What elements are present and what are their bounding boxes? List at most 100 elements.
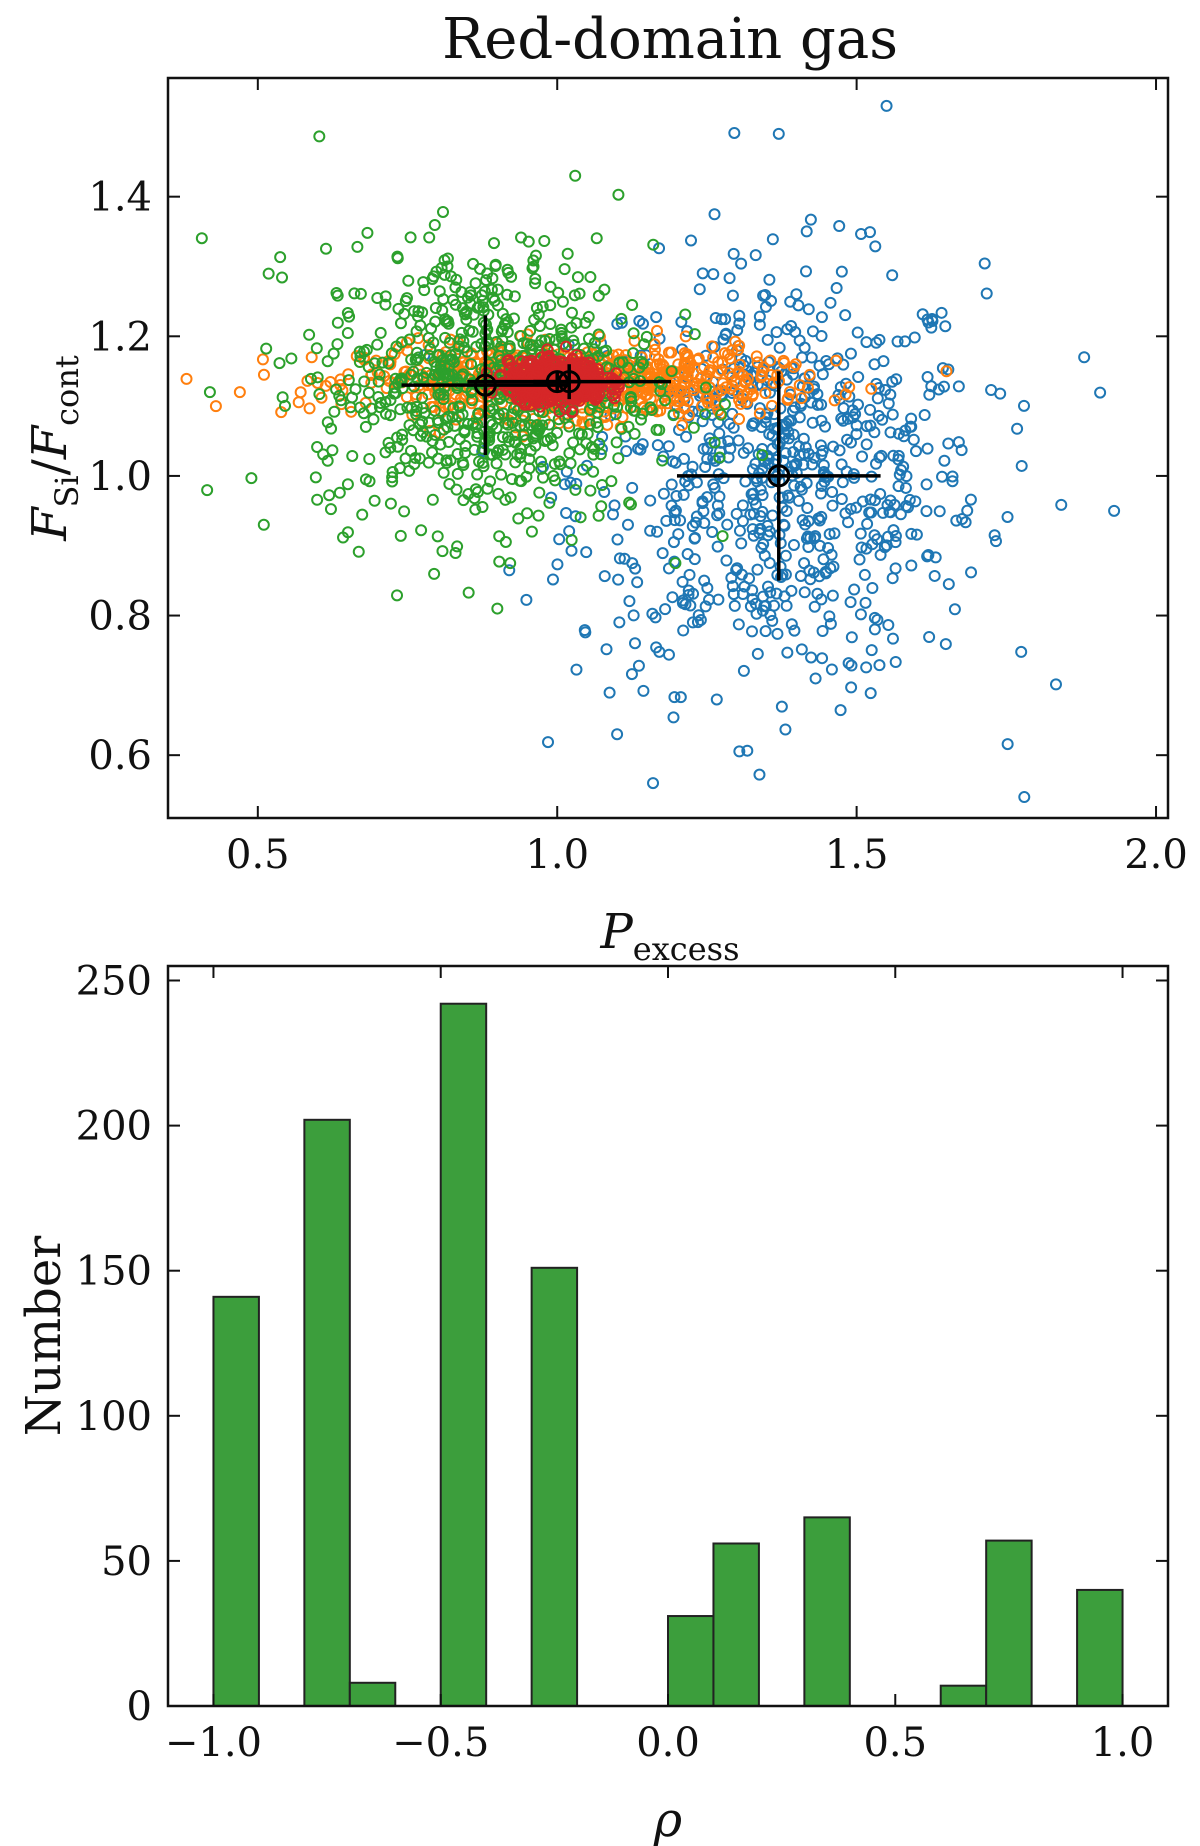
point-blue: [649, 611, 662, 624]
point-blue: [626, 481, 639, 494]
point-green: [319, 242, 332, 255]
point-blue: [632, 659, 645, 672]
point-blue: [873, 451, 886, 464]
point-blue: [802, 515, 815, 528]
x-tick-label: 0.5: [226, 832, 290, 878]
point-blue: [946, 475, 959, 488]
point-orange: [400, 336, 413, 349]
point-blue: [697, 505, 710, 518]
point-green: [485, 283, 498, 296]
point-green: [311, 493, 324, 506]
point-blue: [763, 273, 776, 286]
point-blue: [674, 691, 687, 704]
point-green: [431, 530, 444, 543]
point-blue: [611, 728, 624, 741]
point-red: [511, 393, 524, 406]
point-green: [635, 355, 648, 368]
point-blue: [743, 572, 756, 585]
point-blue: [726, 289, 739, 302]
point-blue: [782, 489, 795, 502]
point-blue: [886, 269, 899, 282]
point-blue: [874, 488, 887, 501]
point-green: [379, 396, 392, 409]
point-green: [544, 299, 557, 312]
point-green: [592, 509, 605, 522]
point-blue: [905, 412, 918, 425]
errorbar-point: [533, 370, 582, 394]
point-green: [596, 478, 609, 491]
scatter-points: [180, 99, 1121, 804]
point-blue: [847, 468, 860, 481]
point-blue: [925, 321, 938, 334]
point-blue: [872, 382, 885, 395]
point-green: [579, 316, 592, 329]
point-green: [404, 231, 417, 244]
point-blue: [1094, 386, 1107, 399]
point-blue: [503, 564, 516, 577]
point-green: [245, 472, 258, 485]
point-orange: [940, 365, 953, 378]
point-green: [464, 289, 477, 302]
point-blue: [677, 624, 690, 637]
point-blue: [892, 453, 905, 466]
point-blue: [801, 501, 814, 514]
point-blue: [918, 409, 931, 422]
point-green: [623, 496, 636, 509]
point-blue: [876, 506, 889, 519]
point-blue: [916, 308, 929, 321]
point-green: [311, 441, 324, 454]
point-red: [541, 343, 554, 356]
point-blue: [929, 551, 942, 564]
point-blue: [668, 691, 681, 704]
point-blue: [730, 507, 743, 520]
point-red: [606, 389, 619, 402]
point-blue: [880, 99, 893, 112]
point-orange: [365, 368, 378, 381]
point-green: [438, 381, 451, 394]
point-blue: [988, 529, 1001, 542]
point-green: [484, 475, 497, 488]
point-blue: [613, 552, 626, 565]
point-blue: [598, 570, 611, 583]
point-blue: [779, 723, 792, 736]
point-blue: [761, 580, 774, 593]
point-orange: [715, 384, 728, 397]
point-blue: [813, 539, 826, 552]
point-green: [389, 387, 402, 400]
point-blue: [1011, 422, 1024, 435]
histogram-bar: [303, 1118, 351, 1708]
point-blue: [779, 549, 792, 562]
point-green: [328, 405, 341, 418]
point-blue: [830, 282, 843, 295]
point-blue: [815, 398, 828, 411]
point-green: [567, 334, 580, 347]
point-green: [532, 308, 545, 321]
point-green: [486, 272, 499, 285]
point-blue: [923, 630, 936, 643]
point-blue: [876, 413, 889, 426]
point-green: [499, 448, 512, 461]
point-blue: [751, 563, 764, 576]
point-blue: [728, 599, 741, 612]
point-blue: [893, 468, 906, 481]
point-blue: [884, 426, 897, 439]
point-blue: [683, 568, 696, 581]
point-blue: [714, 445, 727, 458]
point-blue: [853, 553, 866, 566]
point-blue: [817, 459, 830, 472]
point-blue: [828, 527, 841, 540]
point-green: [335, 394, 348, 407]
point-green: [584, 271, 597, 284]
point-green: [667, 409, 680, 422]
point-blue: [696, 267, 709, 280]
point-red: [530, 389, 543, 402]
point-blue: [766, 233, 779, 246]
scatter-errorbars: [401, 315, 881, 581]
point-blue: [779, 447, 792, 460]
point-blue: [948, 603, 961, 616]
point-blue: [861, 517, 874, 530]
point-green: [429, 302, 442, 315]
point-green: [441, 260, 454, 273]
point-orange: [787, 360, 800, 373]
point-blue: [668, 506, 681, 519]
